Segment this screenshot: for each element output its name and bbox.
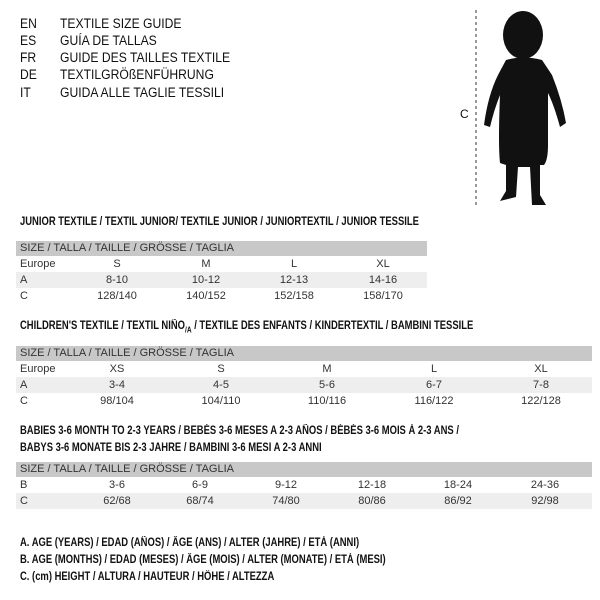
table-row: B 3-6 6-9 9-12 12-18 18-24 24-36 <box>16 477 592 493</box>
legend-c: C. (cm) HEIGHT / ALTURA / HAUTEUR / HÖHE… <box>20 571 275 583</box>
row-label: B <box>20 479 28 491</box>
cell: 68/74 <box>186 495 214 507</box>
cell: L <box>430 363 438 375</box>
cell: 140/152 <box>186 290 226 302</box>
cell: M <box>201 258 211 270</box>
table-header: SIZE / TALLA / TAILLE / GRÖSSE / TAGLIA <box>16 241 427 256</box>
lang-code-en: EN <box>20 16 37 31</box>
cell: 18-24 <box>443 479 473 491</box>
lang-code-fr: FR <box>20 50 37 65</box>
lang-title-en: TEXTILE SIZE GUIDE <box>60 16 182 31</box>
measure-label: C <box>460 107 469 121</box>
cell: 158/170 <box>363 290 403 302</box>
cell: S <box>217 363 225 375</box>
table-row: C 62/68 68/74 74/80 80/86 86/92 92/98 <box>16 493 592 509</box>
children-size-table: SIZE / TALLA / TAILLE / GRÖSSE / TAGLIA … <box>16 346 592 409</box>
row-label: C <box>20 290 28 302</box>
table-row: A 3-4 4-5 5-6 6-7 7-8 <box>16 377 592 393</box>
babies-section-title-line1: BABIES 3-6 MONTH TO 2-3 YEARS / BEBÉS 3-… <box>20 425 459 437</box>
lang-title-fr: GUIDE DES TAILLES TEXTILE <box>60 50 231 65</box>
cell: 86/92 <box>444 495 472 507</box>
cell: 92/98 <box>531 495 559 507</box>
title-part: CHILDREN'S TEXTILE / TEXTIL NIÑO <box>20 320 186 332</box>
table-header: SIZE / TALLA / TAILLE / GRÖSSE / TAGLIA <box>16 462 592 477</box>
table-header: SIZE / TALLA / TAILLE / GRÖSSE / TAGLIA <box>16 346 592 361</box>
table-row: A 8-10 10-12 12-13 14-16 <box>16 272 427 288</box>
title-subscript: /A <box>185 325 192 335</box>
cell: 9-12 <box>274 479 298 491</box>
table-row: Europe S M L XL <box>16 256 427 272</box>
junior-section-title: JUNIOR TEXTILE / TEXTIL JUNIOR/ TEXTILE … <box>20 216 419 228</box>
child-silhouette-icon <box>475 10 566 207</box>
title-part: / TEXTILE DES ENFANTS / KINDERTEXTIL / B… <box>191 320 474 332</box>
cell: M <box>322 363 332 375</box>
babies-size-table: SIZE / TALLA / TAILLE / GRÖSSE / TAGLIA … <box>16 462 592 509</box>
lang-code-it: IT <box>20 85 31 100</box>
cell: 10-12 <box>191 274 221 286</box>
row-label: C <box>20 395 28 407</box>
row-label: C <box>20 495 28 507</box>
cell: 12-18 <box>357 479 387 491</box>
cell: 6-7 <box>426 379 442 391</box>
row-label: A <box>20 379 28 391</box>
cell: 6-9 <box>192 479 208 491</box>
table-row: C 98/104 104/110 110/116 116/122 122/128 <box>16 393 592 409</box>
cell: 62/68 <box>103 495 131 507</box>
babies-section-title-line2: BABYS 3-6 MONATE BIS 2-3 JAHRE / BAMBINI… <box>20 442 322 454</box>
cell: 122/128 <box>521 395 561 407</box>
cell: 116/122 <box>414 395 454 407</box>
cell: 110/116 <box>307 395 347 407</box>
lang-code-es: ES <box>20 33 37 48</box>
cell: 7-8 <box>533 379 549 391</box>
legend-a: A. AGE (YEARS) / EDAD (AÑOS) / ÂGE (ANS)… <box>20 537 360 549</box>
table-row: Europe XS S M L XL <box>16 361 592 377</box>
cell: 24-36 <box>530 479 560 491</box>
cell: L <box>290 258 298 270</box>
cell: 3-4 <box>109 379 125 391</box>
cell: 14-16 <box>368 274 398 286</box>
row-label: A <box>20 274 28 286</box>
legend-b: B. AGE (MONTHS) / EDAD (MESES) / ÂGE (MO… <box>20 554 386 566</box>
lang-title-es: GUÍA DE TALLAS <box>60 33 157 48</box>
cell: XS <box>109 363 125 375</box>
children-section-title: CHILDREN'S TEXTILE / TEXTIL NIÑO/A / TEX… <box>20 320 473 334</box>
cell: 98/104 <box>100 395 134 407</box>
lang-title-it: GUIDA ALLE TAGLIE TESSILI <box>60 85 225 100</box>
table-row: C 128/140 140/152 152/158 158/170 <box>16 288 427 304</box>
cell: 152/158 <box>274 290 314 302</box>
cell: XL <box>534 363 548 375</box>
cell: 12-13 <box>279 274 309 286</box>
cell: 4-5 <box>213 379 229 391</box>
cell: 5-6 <box>319 379 335 391</box>
cell: 74/80 <box>272 495 300 507</box>
cell: 104/110 <box>201 395 241 407</box>
cell: 8-10 <box>105 274 129 286</box>
junior-size-table: SIZE / TALLA / TAILLE / GRÖSSE / TAGLIA … <box>16 241 427 304</box>
cell: S <box>113 258 121 270</box>
lang-code-de: DE <box>20 67 37 82</box>
cell: 80/86 <box>358 495 386 507</box>
cell: 128/140 <box>97 290 137 302</box>
row-label: Europe <box>20 258 56 270</box>
cell: 3-6 <box>109 479 125 491</box>
row-label: Europe <box>20 363 56 375</box>
cell: XL <box>376 258 390 270</box>
lang-title-de: TEXTILGRÖßENFÜHRUNG <box>60 67 214 82</box>
